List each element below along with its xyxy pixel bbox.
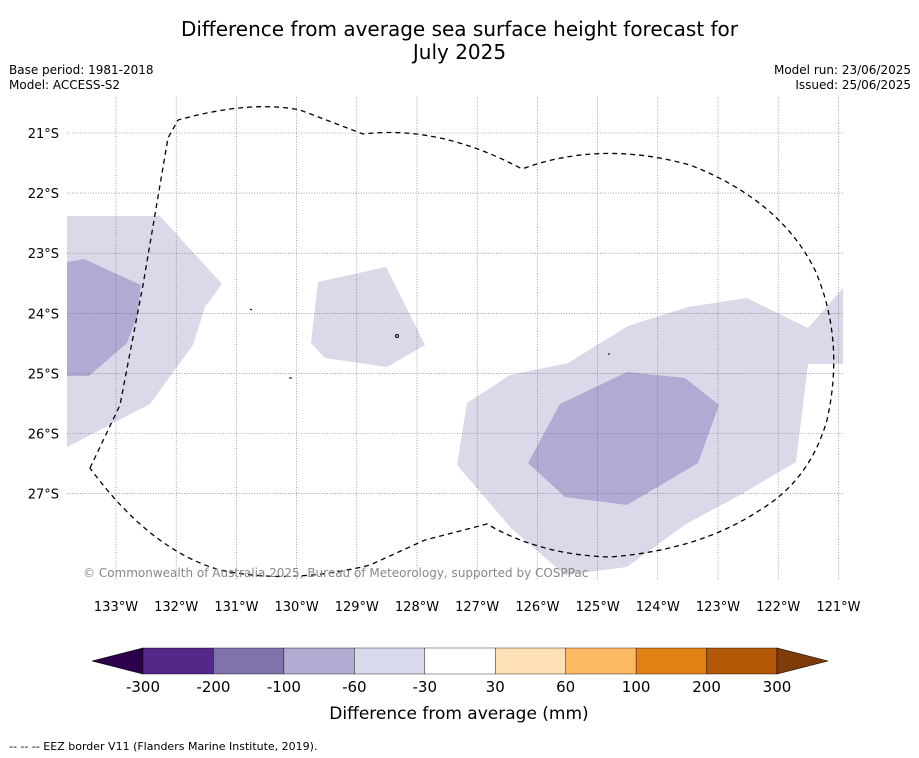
lon-tick-label: 125°W [576,600,620,615]
colorbar-tick-label: -30 [413,678,438,696]
colorbar-tick-label: 300 [763,678,792,696]
latitude-labels: 21°S 22°S 23°S 24°S 25°S 26°S 27°S [28,127,59,503]
lon-tick-label: 128°W [395,600,439,615]
colorbar-tick-label: -100 [267,678,301,696]
model-run: Model run: 23/06/2025 [773,63,911,77]
small-contour-marks [249,308,610,379]
colorbar-segment [213,647,285,675]
colorbar-segment [635,647,707,675]
colorbar-segment [354,647,425,675]
issued-date: Issued: 25/06/2025 [795,78,911,92]
lat-tick-label: 24°S [28,307,59,322]
lon-tick-label: 127°W [455,600,499,615]
colorbar-segment [283,647,355,675]
colorbar-segment [706,647,778,675]
lon-tick-label: 132°W [154,600,198,615]
anomaly-fields [67,216,843,575]
lon-tick-label: 121°W [816,600,860,615]
colorbar-tick-label: -300 [126,678,160,696]
base-period: Base period: 1981-2018 [9,63,154,77]
lat-tick-label: 26°S [28,428,59,443]
lon-tick-label: 122°W [756,600,800,615]
colorbar-tick-label: 30 [486,678,505,696]
copyright-text: © Commonwealth of Australia 2025, Bureau… [83,566,588,580]
meta-right: Model run: 23/06/2025 Issued: 25/06/2025 [774,63,911,93]
colorbar-tick-label: -60 [342,678,367,696]
colorbar-segment [495,647,566,675]
lat-tick-label: 27°S [28,488,59,503]
colorbar-segment [142,647,214,675]
lat-tick-label: 25°S [28,367,59,382]
map-gridlines [67,97,843,580]
colorbar-extend-low [91,647,144,675]
longitude-labels: 133°W 132°W 131°W 130°W 129°W 128°W 127°W 126°W… [94,600,861,615]
eez-border [89,106,835,578]
meta-left: Base period: 1981-2018 Model: ACCESS-S2 [9,63,154,93]
lon-tick-label: 131°W [214,600,258,615]
anomaly-east-dark [528,372,719,505]
colorbar-segment [424,647,496,675]
lon-tick-label: 129°W [335,600,379,615]
lon-tick-label: 133°W [94,600,138,615]
lon-tick-label: 126°W [515,600,559,615]
anomaly-west-dark [67,259,141,376]
map-title: Difference from average sea surface heig… [0,18,919,64]
colorbar-extend-high [776,647,829,675]
lat-tick-label: 22°S [28,187,59,202]
colorbar-tick-label: -200 [196,678,230,696]
model-name: Model: ACCESS-S2 [9,78,121,92]
lat-tick-label: 23°S [28,247,59,262]
colorbar: -300 -200 -100 -60 -30 30 60 100 200 300 [91,647,829,696]
lat-tick-label: 21°S [28,127,59,142]
colorbar-title: Difference from average (mm) [329,704,588,724]
title-line-2: July 2025 [412,40,507,64]
colorbar-tick-label: 200 [692,678,721,696]
lon-tick-label: 130°W [275,600,319,615]
colorbar-tick-label: 100 [622,678,651,696]
title-line-1: Difference from average sea surface heig… [180,17,739,41]
colorbar-tick-label: 60 [556,678,575,696]
eez-footnote: -- -- -- EEZ border V11 (Flanders Marine… [9,740,318,753]
lon-tick-label: 124°W [636,600,680,615]
lon-tick-label: 123°W [696,600,740,615]
colorbar-segment [565,647,637,675]
anomaly-center-light [311,267,425,367]
